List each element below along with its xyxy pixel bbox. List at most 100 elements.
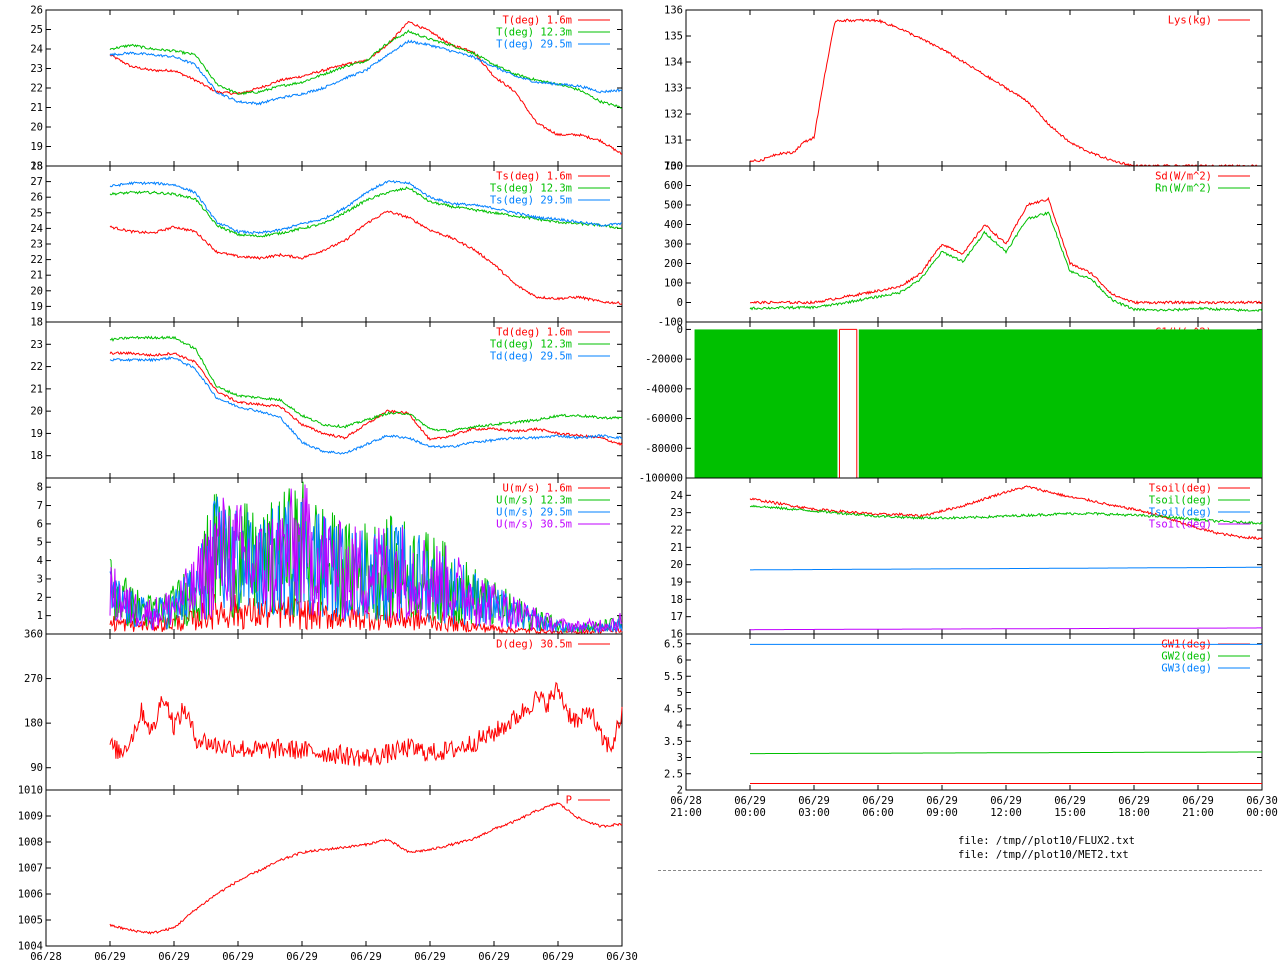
legend-label: Sd(W/m^2) (1155, 171, 1212, 183)
y-tick-label: 21 (670, 542, 683, 554)
legend-label: U(m/s) 12.3m (496, 495, 572, 507)
y-tick-label: 23 (30, 339, 43, 351)
legend-label: P (566, 795, 572, 807)
x-tick-time: 06:00 (862, 807, 894, 819)
y-tick-label: 5.5 (664, 671, 683, 683)
x-tick-time: 21:00 (1182, 807, 1214, 819)
legend-label: Tsoil(deg) (1149, 507, 1212, 519)
legend-label: T(deg) 1.6m (502, 15, 572, 27)
y-tick-label: 1006 (18, 889, 43, 901)
y-tick-label: -40000 (645, 383, 683, 395)
y-tick-label: 28 (30, 161, 43, 173)
y-tick-label: 19 (670, 577, 683, 589)
y-tick-label: 2.5 (664, 768, 683, 780)
y-tick-label: 200 (664, 258, 683, 270)
y-tick-label: 8 (37, 482, 43, 494)
series-line-9-1 (749, 504, 1263, 525)
y-tick-label: 1010 (18, 785, 43, 797)
x-tick-date: 06/29 (862, 795, 894, 807)
file-list: file: /tmp//plot10/FLUX2.txt file: /tmp/… (958, 834, 1135, 862)
x-tick-date: 06/29 (414, 951, 446, 960)
x-tick-date: 06/29 (478, 951, 510, 960)
x-tick-date: 06/28 (30, 951, 62, 960)
y-tick-label: 270 (24, 673, 43, 685)
x-tick-time: 09:00 (926, 807, 958, 819)
y-tick-label: 5 (37, 537, 43, 549)
x-tick-time: 12:00 (990, 807, 1022, 819)
legend-label: D(deg) 30.5m (496, 639, 572, 651)
series-line-9-0 (749, 485, 1263, 540)
y-tick-label: 4.5 (664, 703, 683, 715)
x-tick-date: 06/29 (1118, 795, 1150, 807)
area-block-1-a (694, 329, 838, 478)
y-tick-label: 27 (30, 176, 43, 188)
y-tick-label: 0 (677, 324, 683, 336)
y-tick-label: 23 (30, 63, 43, 75)
y-tick-label: 300 (664, 239, 683, 251)
legend-label: Rn(W/m^2) (1155, 183, 1212, 195)
y-tick-label: 18 (30, 317, 43, 329)
y-tick-label: 6 (677, 655, 683, 667)
y-tick-label: 17 (670, 611, 683, 623)
y-tick-label: 500 (664, 200, 683, 212)
y-tick-label: 400 (664, 219, 683, 231)
y-tick-label: 22 (30, 361, 43, 373)
series-line-9-3 (750, 627, 1262, 631)
legend-label: Td(deg) 1.6m (496, 327, 572, 339)
legend-label: GW3(deg) (1161, 663, 1212, 675)
y-tick-label: 22 (30, 83, 43, 95)
x-tick-date: 06/29 (158, 951, 190, 960)
y-tick-label: 20 (30, 122, 43, 134)
x-tick-time: 15:00 (1054, 807, 1086, 819)
x-tick-date: 06/29 (542, 951, 574, 960)
y-tick-label: 25 (30, 24, 43, 36)
y-tick-label: 360 (24, 629, 43, 641)
y-tick-label: 0 (677, 297, 683, 309)
y-tick-label: 135 (664, 31, 683, 43)
series-line-1-0 (109, 210, 623, 305)
x-tick-date: 06/30 (1246, 795, 1278, 807)
file-label-met: file: /tmp//plot10/MET2.txt (958, 849, 1129, 861)
x-tick-date: 06/30 (606, 951, 638, 960)
x-tick-time: 21:00 (670, 807, 702, 819)
x-tick-date: 06/28 (670, 795, 702, 807)
y-tick-label: 4 (677, 720, 683, 732)
y-tick-label: 6.5 (664, 638, 683, 650)
y-tick-label: 21 (30, 102, 43, 114)
y-tick-label: 18 (30, 161, 43, 173)
y-tick-label: 90 (30, 762, 43, 774)
series-line-2-2 (109, 355, 623, 455)
x-tick-date: 06/29 (926, 795, 958, 807)
legend-label: T(deg) 12.3m (496, 27, 572, 39)
x-tick-date: 06/29 (350, 951, 382, 960)
legend-label: Td(deg) 12.3m (490, 339, 572, 351)
series-line-0-2 (109, 39, 623, 106)
y-tick-label: 24 (30, 44, 43, 56)
x-tick-date: 06/29 (286, 951, 318, 960)
y-tick-label: 25 (30, 207, 43, 219)
area-block-1-b (858, 329, 1262, 478)
x-tick-date: 06/29 (990, 795, 1022, 807)
y-tick-label: 22 (30, 254, 43, 266)
series-line-9-2 (750, 566, 1262, 571)
series-line-4-0 (109, 681, 623, 767)
y-tick-label: 7 (37, 500, 43, 512)
x-tick-time: 00:00 (734, 807, 766, 819)
legend-label: Tsoil(deg) (1149, 483, 1212, 495)
series-line-2-0 (109, 351, 623, 446)
plot-frame-5 (45, 789, 623, 947)
y-tick-label: 700 (664, 161, 683, 173)
y-tick-label: 5 (677, 687, 683, 699)
legend-label: Tsoil(deg) (1149, 519, 1212, 531)
y-tick-label: 1007 (18, 863, 43, 875)
y-tick-label: 2 (677, 785, 683, 797)
y-tick-label: 20 (670, 559, 683, 571)
y-tick-label: 18 (30, 450, 43, 462)
y-tick-label: 2 (37, 592, 43, 604)
y-tick-label: 133 (664, 83, 683, 95)
x-tick-date: 06/29 (94, 951, 126, 960)
y-tick-label: 19 (30, 428, 43, 440)
legend-label: Tsoil(deg) (1149, 495, 1212, 507)
y-tick-label: -80000 (645, 443, 683, 455)
